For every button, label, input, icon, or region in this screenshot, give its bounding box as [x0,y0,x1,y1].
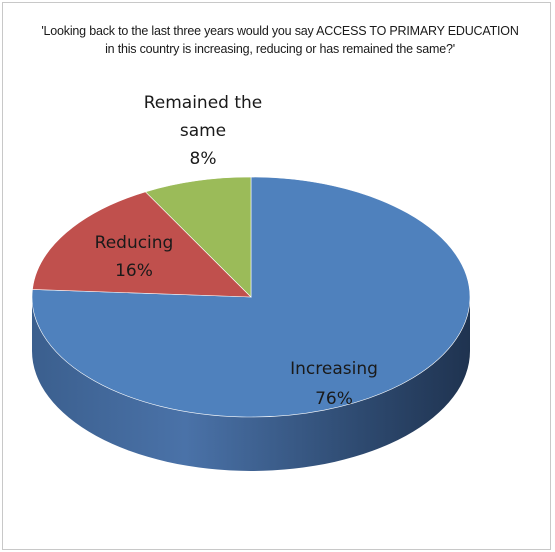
chart-title: 'Looking back to the last three years wo… [41,24,519,56]
pie-slices [31,176,471,418]
pie-side-walls [32,297,470,471]
pie-slice-remained-the-same [144,176,252,298]
data-label-reducing: Reducing 16% [95,233,174,281]
pie-side-increasing [32,297,470,471]
pie-labels: Increasing 76% Reducing 16% Remained the same… [95,93,378,409]
data-label-increasing: Increasing 76% [290,359,378,409]
pie-slice-reducing [32,191,252,298]
data-label-remained-the-same: Remained the same 8% [144,93,263,169]
